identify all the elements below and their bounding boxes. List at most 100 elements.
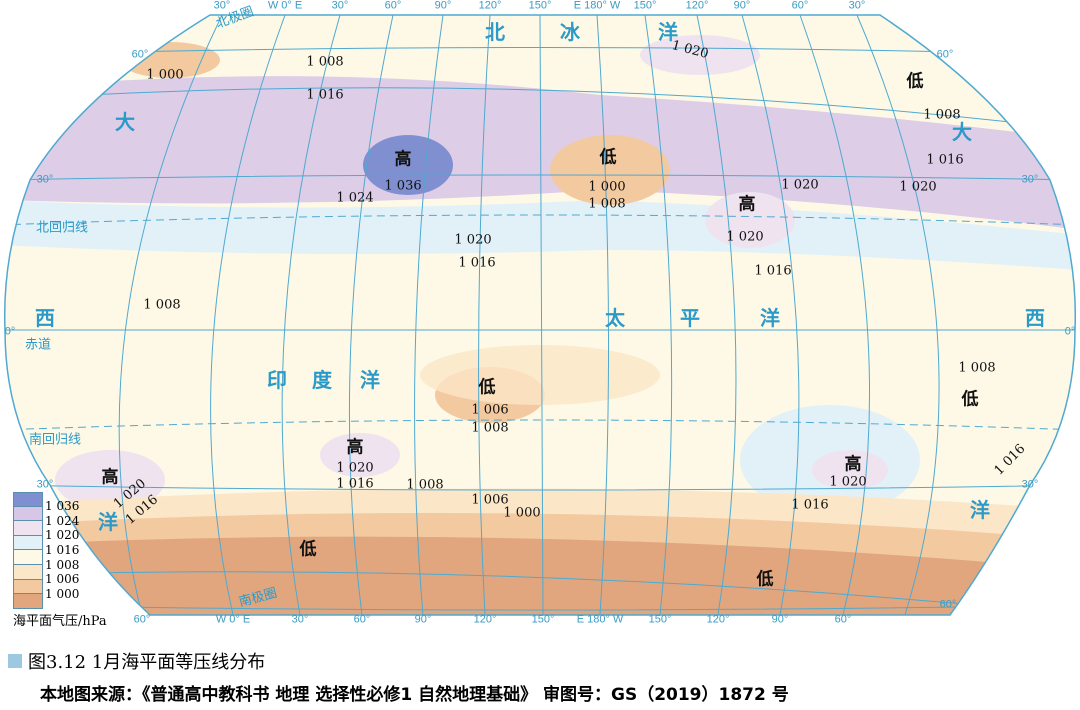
coordinate-label: 120° [478,0,502,12]
coordinate-label: E 180° W [576,613,624,626]
legend-swatch [13,579,43,595]
isobar-value: 1 016 [306,87,344,103]
coordinate-label: 120° [473,613,497,626]
coordinate-label: 30° [36,478,54,491]
coordinate-label: 90° [771,613,789,626]
coordinate-label: 30° [1021,478,1039,491]
meridian [414,15,444,615]
legend-item: 1 000 [13,579,79,601]
coordinate-label: 90° [434,0,452,12]
isobar-value: 1 020 [781,177,819,193]
isobar-value: 1 020 [454,232,492,248]
meridian [644,15,673,615]
isobar-value: 1 008 [958,360,996,376]
isobar-value: 1 008 [143,297,181,313]
legend-item: 1 024 [13,506,79,528]
ocean-label: 大 [115,110,135,134]
coordinate-label: 60° [791,0,809,12]
pressure-center-label: 低 [299,539,317,560]
legend-title: 海平面气压/hPa [13,614,107,629]
ocean-label: 洋 [98,510,118,534]
legend-swatch [13,564,43,580]
figure-caption: 图3.12 1月海平面等压线分布 [8,648,265,674]
legend-label: 1 016 [45,543,80,558]
isobar-value: 1 008 [406,477,444,493]
pressure-center-label: 高 [394,149,412,170]
coordinate-label: 30° [1021,173,1039,186]
isobar-value: 1 016 [926,152,964,168]
legend-item: 1 016 [13,535,79,557]
coordinate-label: 150° [648,613,672,626]
meridian [118,15,223,615]
caption-title: 图3.12 1月海平面等压线分布 [28,652,266,673]
coordinate-label: E 180° W [573,0,621,12]
coordinate-label: 30° [331,0,349,12]
meridian [741,15,800,615]
isobar-value: 1 008 [588,196,626,212]
coordinate-label: 60° [133,613,151,626]
ocean-label: 北 [485,20,505,44]
legend-swatch [13,594,43,609]
ocean-label: 洋 [658,20,678,44]
graticule [4,15,1076,615]
ocean-label: 西 [1025,306,1045,330]
isobar-value: 1 024 [336,190,374,206]
ocean-label: 洋 [970,498,990,522]
coordinate-label: 30° [848,0,866,12]
coordinate-label: W 0° E [215,613,251,626]
legend-label: 1 036 [45,499,80,514]
pressure-center-label: 低 [961,389,979,410]
legend-item [13,594,79,609]
legend-swatch [13,521,43,536]
isobar-value: 1 016 [458,255,496,271]
isobar-value: 1 016 [754,263,792,279]
ocean-label: 洋 [360,368,380,392]
coordinate-label: 0° [4,325,16,338]
latitude-line-label: 北回归线 [35,220,89,236]
isobar-value: 1 016 [791,497,829,513]
ocean-label: 印 [267,368,287,392]
legend-item: 1 006 [13,564,79,586]
isobar-value: 1 016 [336,476,374,492]
pressure-center-label: 低 [906,71,924,92]
coordinate-label: 150° [531,613,555,626]
ocean-label: 太 [605,306,625,330]
coordinate-label: 150° [633,0,657,12]
coordinate-label: 60° [353,613,371,626]
isobar-value: 1 020 [829,474,867,490]
legend-swatch [13,506,43,522]
ocean-label: 平 [680,306,700,330]
coordinate-label: 90° [733,0,751,12]
isobar-value: 1 036 [384,178,422,194]
pressure-center-label: 低 [599,147,617,168]
coordinate-label: 60° [131,48,149,61]
isobar-map [3,14,1077,616]
coordinate-label: 120° [685,0,709,12]
meridian [210,15,286,615]
coordinate-label: 0° [1064,325,1076,338]
ocean-label: 冰 [560,20,580,44]
coordinate-label: 60° [384,0,402,12]
coordinate-label: 150° [528,0,552,12]
legend-item: 1 036 [13,492,79,513]
legend-label: 1 024 [45,513,80,528]
isobar-value: 1 008 [471,420,509,436]
meridian [799,15,870,615]
isobar-value: 1 000 [146,67,184,83]
coordinate-label: 30° [36,173,54,186]
legend-swatch [13,492,43,507]
ocean-label: 西 [35,306,55,330]
coordinate-label: 90° [414,613,432,626]
legend-item: 1 008 [13,550,79,572]
legend-label: 1 000 [45,586,80,601]
coordinate-label: 60° [834,613,852,626]
meridian [281,15,341,615]
meridian [696,15,737,615]
pressure-center-label: 低 [756,569,774,590]
coordinate-label: 60° [939,598,957,611]
ocean-label: 度 [312,368,332,392]
coordinate-label: 120° [706,613,730,626]
pressure-fill [4,15,1076,615]
legend-swatch [13,550,43,565]
legend-label: 1 020 [45,528,80,543]
